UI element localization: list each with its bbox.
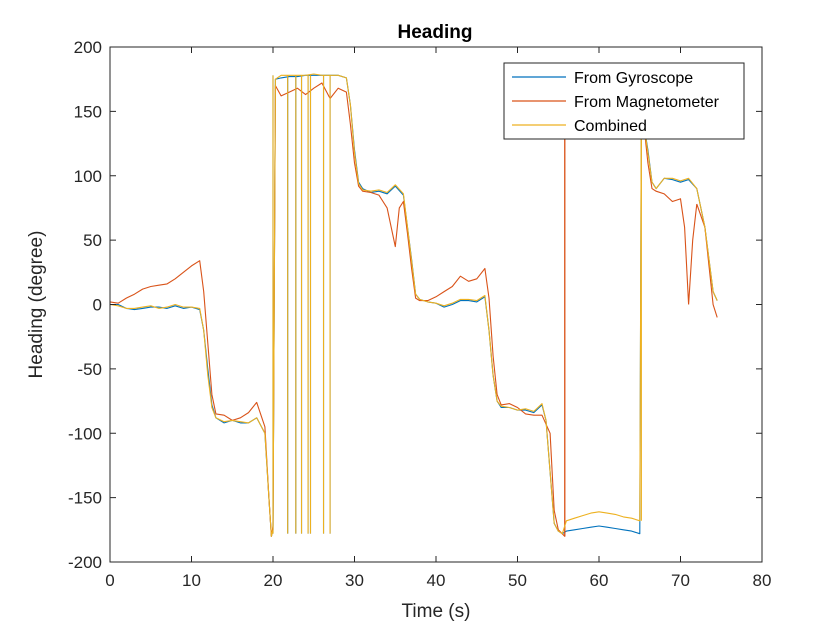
x-tick-label: 70 xyxy=(671,571,690,590)
x-tick-label: 50 xyxy=(508,571,527,590)
x-tick-label: 80 xyxy=(753,571,772,590)
chart-title: Heading xyxy=(398,22,473,43)
y-tick-label: 100 xyxy=(74,167,102,186)
y-tick-label: 150 xyxy=(74,102,102,121)
y-tick-label: 200 xyxy=(74,38,102,57)
x-tick-label: 60 xyxy=(590,571,609,590)
x-tick-label: 0 xyxy=(105,571,114,590)
legend-label: From Gyroscope xyxy=(574,70,693,87)
legend: From Gyroscope From Magnetometer Combined xyxy=(503,62,745,140)
series-line xyxy=(110,73,718,537)
y-tick-label: -50 xyxy=(77,360,102,379)
y-tick-label: -200 xyxy=(68,553,102,572)
x-tick-label: 20 xyxy=(264,571,283,590)
y-tick-label: 50 xyxy=(83,231,102,250)
series-lines xyxy=(110,73,718,537)
y-tick-label: -100 xyxy=(68,424,102,443)
y-axis-label: Heading (degree) xyxy=(26,231,47,379)
legend-label: From Magnetometer xyxy=(574,94,720,111)
plot-area xyxy=(110,73,718,537)
series-line xyxy=(110,82,566,537)
axis-ticks: 0 10 20 30 40 50 60 70 80 -200 -150 -100 -50 0 50 100 15… xyxy=(68,38,771,590)
series-3 xyxy=(110,73,718,537)
x-tick-label: 40 xyxy=(427,571,446,590)
y-tick-label: 0 xyxy=(93,296,102,315)
y-tick-label: -150 xyxy=(68,489,102,508)
x-tick-label: 10 xyxy=(182,571,201,590)
x-axis-label: Time (s) xyxy=(402,601,471,622)
legend-label: Combined xyxy=(574,118,647,135)
x-tick-label: 30 xyxy=(345,571,364,590)
